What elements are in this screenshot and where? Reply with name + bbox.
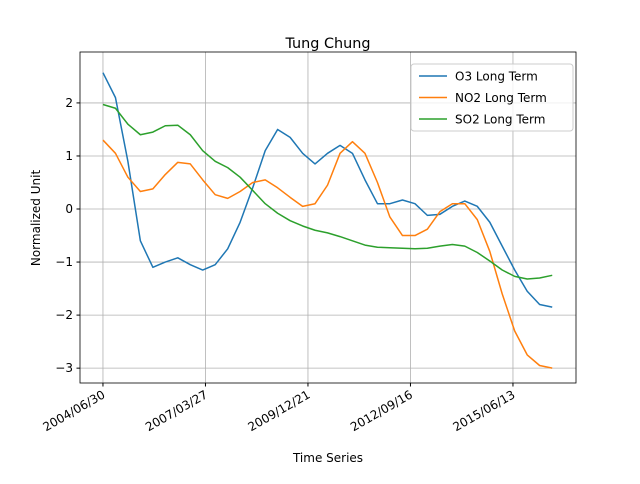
x-tick-label: 2004/06/30 xyxy=(41,387,108,434)
x-axis-label: Time Series xyxy=(292,451,363,465)
x-tick-label: 2007/03/27 xyxy=(143,387,210,434)
legend-label: SO2 Long Term xyxy=(455,113,545,127)
y-axis-label: Normalized Unit xyxy=(29,170,43,267)
line-series xyxy=(102,103,553,280)
y-tick-label: −2 xyxy=(55,308,73,322)
x-tick-label: 2015/06/13 xyxy=(451,387,518,434)
x-tick-label: 2012/09/16 xyxy=(348,387,415,434)
x-tick-label: 2009/12/21 xyxy=(246,387,313,434)
chart-title: Tung Chung xyxy=(284,36,370,52)
y-tick-label: −3 xyxy=(55,361,73,375)
y-tick-label: 1 xyxy=(65,149,73,163)
y-tick-label: 2 xyxy=(65,96,73,110)
line-series xyxy=(102,72,553,308)
y-tick-label: 0 xyxy=(65,202,73,216)
line-series xyxy=(102,139,553,369)
axes-frame xyxy=(79,51,577,384)
legend-label: NO2 Long Term xyxy=(455,91,547,105)
legend-label: O3 Long Term xyxy=(455,70,538,84)
y-tick-label: −1 xyxy=(55,255,73,269)
legend-box xyxy=(410,63,574,132)
